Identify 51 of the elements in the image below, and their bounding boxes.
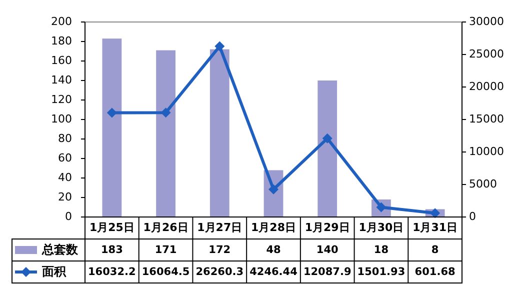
data-label: 171 (154, 244, 177, 256)
y-tick-label: 140 (51, 74, 72, 87)
x-tick-label: 1月27日 (197, 221, 242, 234)
y-tick-label: 180 (51, 34, 72, 48)
data-label: 140 (316, 244, 338, 256)
data-label: 183 (100, 244, 123, 256)
y2-tick-label: 15000 (469, 112, 504, 126)
y-tick-label: 20 (58, 190, 72, 204)
x-tick-label: 1月30日 (358, 221, 404, 234)
data-label: 26260.3 (196, 266, 244, 278)
legend-label: 总套数 (41, 242, 79, 256)
y-tick-label: 120 (51, 93, 72, 106)
y-tick-label: 40 (58, 171, 72, 184)
bar (210, 49, 230, 217)
data-label: 16032.2 (88, 266, 136, 278)
point (106, 108, 117, 118)
data-label: 48 (266, 244, 281, 256)
y2-tick-label: 5000 (469, 178, 497, 191)
y-tick-label: 100 (51, 112, 72, 126)
bar (318, 80, 338, 217)
y2-tick-label: 0 (469, 210, 476, 224)
point (268, 184, 278, 194)
bar (156, 50, 176, 217)
x-tick-label: 1月25日 (89, 221, 134, 234)
point (214, 41, 225, 52)
data-label: 18 (374, 244, 389, 256)
y-tick-label: 60 (58, 152, 72, 165)
y2-tick-label: 10000 (469, 145, 504, 158)
x-tick-label: 1月31日 (412, 221, 458, 234)
y-tick-label: 200 (51, 15, 72, 28)
legend-label: 面积 (41, 264, 67, 278)
data-label: 16064.5 (142, 266, 190, 278)
bar (102, 38, 122, 217)
y2-tick-label: 30000 (469, 15, 504, 28)
x-tick-label: 1月29日 (304, 221, 350, 234)
data-label: 1501.93 (357, 266, 406, 278)
x-tick-label: 1月26日 (143, 221, 188, 234)
data-label: 601.68 (414, 266, 456, 278)
point (430, 208, 440, 218)
point (160, 108, 171, 118)
x-tick-label: 1月28日 (251, 221, 296, 234)
y2-tick-label: 20000 (469, 80, 504, 94)
y-tick-label: 0 (65, 210, 72, 224)
point (322, 133, 332, 144)
data-label: 12087.9 (303, 266, 352, 278)
data-label: 172 (208, 244, 231, 256)
data-label: 4246.44 (250, 266, 298, 278)
y2-tick-label: 25000 (469, 48, 504, 61)
y-tick-label: 80 (58, 132, 72, 146)
data-label: 8 (431, 244, 439, 256)
y-tick-label: 160 (51, 54, 72, 68)
